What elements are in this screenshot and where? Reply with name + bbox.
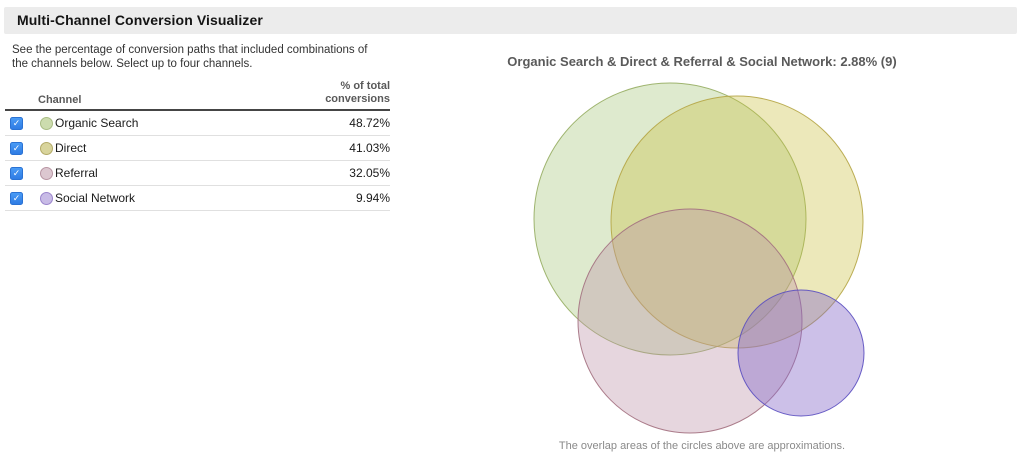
- channel-label: Social Network: [55, 191, 136, 205]
- channel-label: Referral: [55, 166, 98, 180]
- column-header-channel: Channel: [38, 94, 82, 106]
- channel-percent: 32.05%: [349, 166, 390, 180]
- column-header-percent-line-1: % of total: [340, 80, 391, 92]
- swatch-organic-search: [40, 116, 53, 130]
- column-header-percent-line-2: conversions: [325, 93, 390, 105]
- swatch-social-network: [40, 191, 53, 205]
- checkbox-referral[interactable]: ✓: [10, 166, 23, 180]
- table-row: ✓ Referral 32.05%: [5, 161, 390, 186]
- channel-percent: 9.94%: [355, 191, 390, 205]
- table-row: ✓ Organic Search 48.72%: [5, 111, 390, 136]
- checkbox-social-network[interactable]: ✓: [10, 191, 23, 205]
- venn-circle-direct: [610, 95, 864, 349]
- channel-label: Organic Search: [55, 116, 139, 130]
- table-row: ✓ Social Network 9.94%: [5, 186, 390, 211]
- channel-label: Direct: [55, 141, 87, 155]
- channel-table: Channel % of total conversions ✓ Organic…: [5, 80, 390, 211]
- venn-circle-social-network: [737, 289, 865, 417]
- channel-percent: 48.72%: [349, 116, 390, 130]
- channel-table-header: Channel % of total conversions: [5, 80, 390, 111]
- venn-svg: [533, 82, 865, 434]
- checkbox-direct[interactable]: ✓: [10, 141, 23, 155]
- swatch-direct: [40, 141, 53, 155]
- header-band: Multi-Channel Conversion Visualizer: [4, 7, 1017, 34]
- venn-caption: The overlap areas of the circles above a…: [558, 440, 846, 452]
- page-title: Multi-Channel Conversion Visualizer: [17, 12, 263, 28]
- swatch-referral: [40, 166, 53, 180]
- venn-circle-referral: [577, 208, 803, 434]
- column-header-percent: % of total conversions: [325, 80, 390, 106]
- checkbox-organic-search[interactable]: ✓: [10, 116, 23, 130]
- intro-line-1: See the percentage of conversion paths t…: [12, 44, 368, 56]
- venn-circle-organic-search: [533, 82, 807, 356]
- venn-title: Organic Search & Direct & Referral & Soc…: [507, 54, 897, 69]
- intro-text: See the percentage of conversion paths t…: [12, 43, 392, 71]
- table-row: ✓ Direct 41.03%: [5, 136, 390, 161]
- intro-line-2: the channels below. Select up to four ch…: [12, 58, 253, 70]
- channel-percent: 41.03%: [349, 141, 390, 155]
